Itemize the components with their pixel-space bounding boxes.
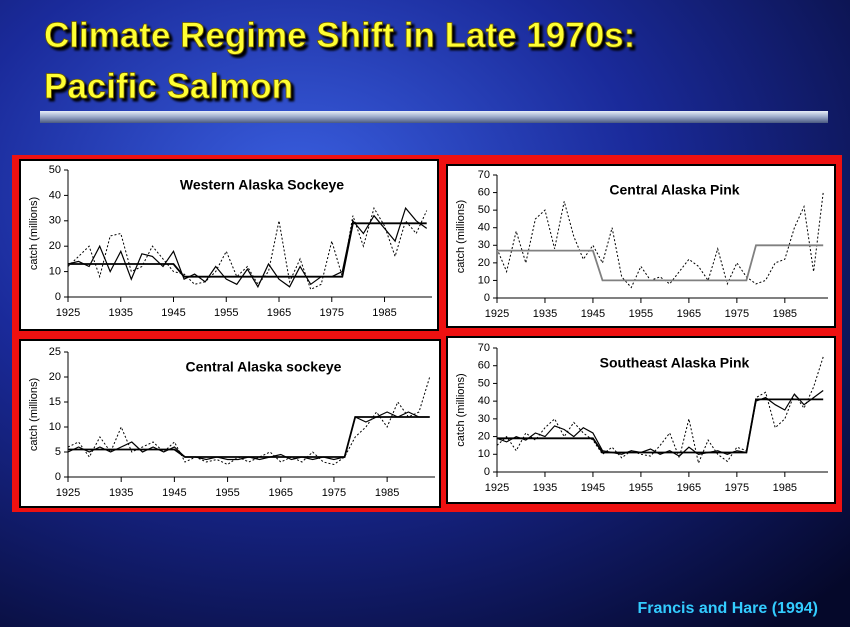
- series-line: [496, 192, 824, 289]
- y-tick-label: 20: [49, 240, 61, 252]
- x-tick-label: 1945: [161, 307, 185, 319]
- y-tick-label: 40: [49, 189, 61, 201]
- x-tick-label: 1985: [773, 482, 797, 494]
- slide-title: Pacific Salmon: [44, 67, 293, 106]
- y-tick-label: 30: [49, 215, 61, 227]
- chart-title: Western Alaska Sockeye: [180, 177, 344, 193]
- x-tick-label: 1925: [485, 308, 509, 320]
- y-axis-label: catch (millions): [28, 378, 40, 451]
- y-tick-label: 40: [478, 222, 490, 234]
- y-tick-label: 40: [478, 395, 490, 407]
- y-tick-label: 50: [478, 377, 490, 389]
- chart-title: Southeast Alaska Pink: [600, 355, 750, 371]
- y-tick-label: 20: [478, 430, 490, 442]
- title-bar: [40, 111, 828, 123]
- x-tick-label: 1955: [214, 307, 238, 319]
- y-tick-label: 0: [484, 292, 490, 304]
- x-tick-label: 1965: [677, 482, 701, 494]
- y-tick-label: 10: [49, 421, 61, 433]
- x-tick-label: 1935: [109, 487, 133, 499]
- series-line: [497, 244, 824, 282]
- panel: [19, 339, 441, 508]
- chart-title: Central Alaska sockeye: [186, 359, 342, 375]
- x-tick-label: 1935: [533, 308, 557, 320]
- y-tick-label: 10: [478, 448, 490, 460]
- x-tick-label: 1975: [725, 482, 749, 494]
- series-line: [497, 398, 824, 454]
- x-tick-label: 1955: [215, 487, 239, 499]
- chart-title: Central Alaska Pink: [609, 182, 739, 198]
- x-tick-label: 1965: [267, 307, 291, 319]
- x-tick-label: 1925: [56, 307, 80, 319]
- y-tick-label: 20: [478, 257, 490, 269]
- x-tick-label: 1955: [629, 482, 653, 494]
- x-tick-label: 1975: [725, 308, 749, 320]
- y-tick-label: 70: [478, 342, 490, 354]
- panel: [19, 159, 439, 331]
- x-tick-label: 1985: [773, 308, 797, 320]
- y-tick-label: 30: [478, 413, 490, 425]
- x-tick-label: 1935: [109, 307, 133, 319]
- x-tick-label: 1945: [162, 487, 186, 499]
- series-line: [68, 416, 430, 458]
- x-tick-label: 1965: [269, 487, 293, 499]
- y-tick-label: 60: [478, 360, 490, 372]
- slide-title: Climate Regime Shift in Late 1970s:: [44, 16, 635, 55]
- series-line: [68, 222, 427, 278]
- y-axis-label: catch (millions): [455, 373, 467, 446]
- x-tick-label: 1985: [372, 307, 396, 319]
- y-tick-label: 70: [478, 169, 490, 181]
- x-tick-label: 1975: [320, 307, 344, 319]
- series-line: [67, 206, 428, 291]
- y-tick-label: 20: [49, 371, 61, 383]
- y-axis-label: catch (millions): [28, 197, 40, 270]
- x-tick-label: 1925: [485, 482, 509, 494]
- x-tick-label: 1975: [322, 487, 346, 499]
- y-tick-label: 5: [55, 446, 61, 458]
- y-tick-label: 0: [484, 466, 490, 478]
- y-axis-label: catch (millions): [455, 200, 467, 273]
- source: Francis and Hare (1994): [637, 600, 818, 617]
- y-tick-label: 15: [49, 396, 61, 408]
- series-line: [67, 206, 428, 289]
- series-line: [496, 356, 824, 465]
- x-tick-label: 1965: [677, 308, 701, 320]
- y-tick-label: 25: [49, 346, 61, 358]
- y-tick-label: 10: [49, 266, 61, 278]
- y-tick-label: 50: [478, 204, 490, 216]
- x-tick-label: 1925: [56, 487, 80, 499]
- y-tick-label: 10: [478, 274, 490, 286]
- y-tick-label: 60: [478, 186, 490, 198]
- x-tick-label: 1935: [533, 482, 557, 494]
- x-tick-label: 1945: [581, 308, 605, 320]
- x-tick-label: 1945: [581, 482, 605, 494]
- y-tick-label: 50: [49, 164, 61, 176]
- x-tick-label: 1955: [629, 308, 653, 320]
- x-tick-label: 1985: [375, 487, 399, 499]
- y-tick-label: 30: [478, 239, 490, 251]
- y-tick-label: 0: [55, 291, 61, 303]
- y-tick-label: 0: [55, 471, 61, 483]
